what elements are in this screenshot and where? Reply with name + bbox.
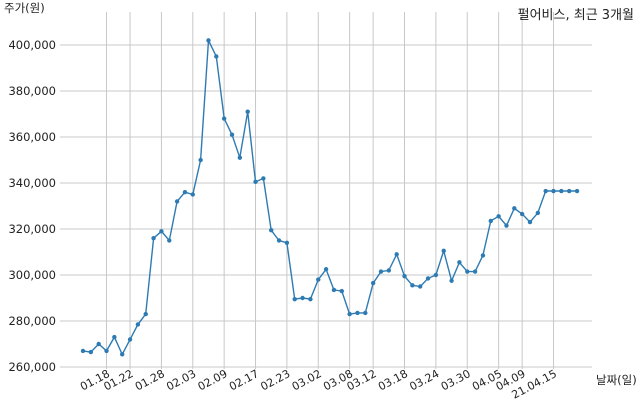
data-point xyxy=(504,223,509,228)
data-point xyxy=(363,310,368,316)
data-point xyxy=(112,334,117,340)
data-point xyxy=(402,273,407,279)
data-point xyxy=(559,188,564,194)
data-point xyxy=(159,229,164,234)
data-point xyxy=(480,253,486,258)
data-point xyxy=(465,269,470,274)
data-point xyxy=(535,210,541,216)
price-points xyxy=(80,38,580,357)
data-point xyxy=(567,188,572,194)
data-point xyxy=(433,272,439,278)
data-point xyxy=(80,348,86,354)
data-point xyxy=(214,54,219,59)
data-point xyxy=(339,288,344,294)
y-tick-label: 280,000 xyxy=(8,314,56,328)
x-tick-label: 02.09 xyxy=(196,367,230,393)
x-tick-label: 02.03 xyxy=(164,367,198,393)
price-line xyxy=(82,37,577,356)
data-point xyxy=(284,240,290,245)
data-point xyxy=(198,157,203,163)
x-tick-label: 02.17 xyxy=(227,367,261,393)
data-point xyxy=(457,260,462,265)
data-point xyxy=(104,348,109,354)
data-point xyxy=(472,269,478,274)
y-tick-label: 380,000 xyxy=(8,84,56,98)
x-tick-label: 03.30 xyxy=(439,367,473,393)
data-point xyxy=(300,295,305,301)
data-point xyxy=(394,252,399,257)
data-point xyxy=(316,277,321,282)
data-point xyxy=(355,310,360,316)
data-point xyxy=(237,155,243,160)
data-point xyxy=(527,219,533,225)
data-point xyxy=(386,268,392,273)
data-point xyxy=(378,269,384,274)
data-point xyxy=(347,311,352,317)
y-tick-label: 300,000 xyxy=(8,268,56,282)
data-point xyxy=(512,206,517,211)
y-tick-label: 320,000 xyxy=(8,222,56,236)
data-point xyxy=(551,188,556,194)
x-tick-label: 02.23 xyxy=(258,367,292,393)
y-axis-ticks: 260,000 280,000 300,000 320,000 340,000 360,0… xyxy=(8,38,56,374)
data-point xyxy=(410,283,415,288)
y-tick-label: 400,000 xyxy=(8,38,56,52)
data-point xyxy=(167,238,172,243)
y-tick-label: 340,000 xyxy=(8,176,56,190)
data-point xyxy=(245,109,250,114)
data-point xyxy=(127,337,133,342)
data-point xyxy=(143,311,148,317)
data-point xyxy=(449,278,454,283)
data-point xyxy=(543,188,548,194)
data-point xyxy=(96,341,101,347)
data-point xyxy=(519,211,525,217)
data-point xyxy=(151,236,156,241)
data-point xyxy=(190,192,195,197)
data-point xyxy=(574,188,580,194)
data-point xyxy=(206,38,211,43)
data-point xyxy=(182,190,188,195)
data-point xyxy=(331,287,337,293)
data-point xyxy=(488,218,493,224)
x-axis-label: 날짜(일) xyxy=(596,373,637,387)
data-point xyxy=(135,322,141,327)
data-point xyxy=(120,352,125,357)
x-tick-label: 03.18 xyxy=(376,367,410,393)
data-point xyxy=(370,280,376,286)
data-point xyxy=(261,176,266,181)
data-point xyxy=(88,349,94,355)
data-point xyxy=(269,227,274,233)
x-tick-label: 03.02 xyxy=(290,367,324,393)
data-point xyxy=(441,248,446,254)
data-point xyxy=(425,276,431,281)
data-point xyxy=(418,284,423,289)
y-axis-label: 주가(원) xyxy=(4,1,45,15)
data-point xyxy=(229,132,235,137)
data-point xyxy=(174,199,180,204)
data-point xyxy=(276,238,282,243)
data-point xyxy=(496,214,501,219)
x-tick-label: 01.28 xyxy=(133,367,167,393)
y-tick-label: 260,000 xyxy=(8,360,56,374)
data-point xyxy=(308,296,313,302)
data-point xyxy=(292,296,297,302)
grid xyxy=(60,12,592,369)
x-axis-ticks: 01.1801.2201.2802.0302.0902.1702.2303.02… xyxy=(78,367,559,401)
chart-title: 펄어비스, 최근 3개월 xyxy=(518,8,634,23)
data-point xyxy=(221,116,227,121)
y-tick-label: 360,000 xyxy=(8,130,56,144)
data-point xyxy=(253,179,258,185)
data-point xyxy=(323,267,329,272)
x-tick-label: 03.24 xyxy=(407,367,441,393)
